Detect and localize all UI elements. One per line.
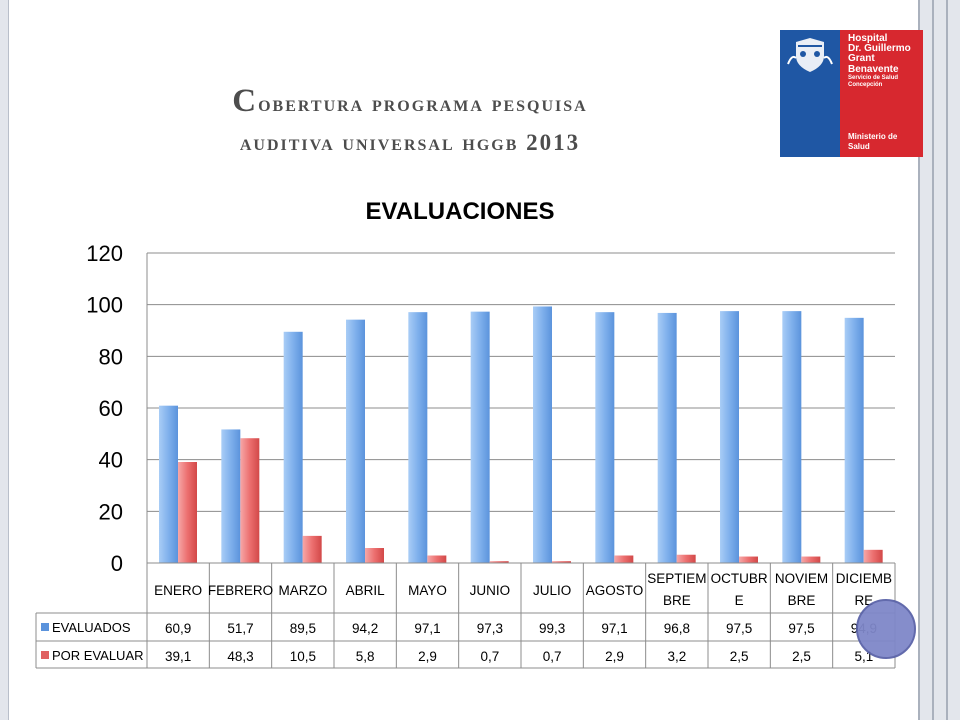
bar-evaluados [782,311,802,563]
bar-por-evaluar [240,438,260,563]
bar-por-evaluar [739,556,758,563]
data-label: 0,7 [480,649,499,664]
x-tick-label: MARZO [278,583,327,598]
data-label: 51,7 [227,621,253,636]
bar-por-evaluar [427,555,447,563]
logo-ministry-line: Ministerio de [848,132,898,141]
slide-title-line2: auditiva universal hggb 2013 [239,129,581,155]
x-tick-label: NOVIEM [775,571,828,586]
x-tick-label: MAYO [408,583,447,598]
logo-subline: Servicio de Salud [848,74,899,81]
data-label: 2,9 [418,649,437,664]
bar-por-evaluar [302,535,322,563]
bar-por-evaluar [614,555,634,563]
bar-por-evaluar [178,461,197,563]
data-label: 97,3 [477,621,503,636]
slide-title-line1: Cobertura programa pesquisa [60,78,760,126]
bar-evaluados [657,312,677,563]
bar-por-evaluar [552,561,571,563]
bar-evaluados [533,306,552,563]
y-tick-label: 0 [111,551,123,576]
x-tick-label: E [735,593,744,608]
data-label: 10,5 [290,649,316,664]
data-label: 97,5 [726,621,752,636]
data-label: 2,5 [730,649,749,664]
data-label: 60,9 [165,621,191,636]
logo-ministry-line: Salud [848,141,870,151]
logo-line: Dr. Guillermo [848,43,911,55]
legend-swatch [41,623,49,631]
x-tick-label: ABRIL [346,583,386,598]
frame-line [918,0,920,720]
logo-line: Grant [848,53,875,65]
title-rest: obertura programa pesquisa [258,91,588,116]
bar-por-evaluar [676,554,696,563]
x-tick-label: DICIEMB [836,571,892,586]
slide-title: Cobertura programa pesquisa auditiva uni… [60,78,760,159]
y-tick-label: 40 [99,448,123,473]
bar-por-evaluar [365,548,384,563]
bar-evaluados [720,311,739,563]
slide-frame-right [918,0,960,720]
data-label: 3,2 [667,649,686,664]
bar-por-evaluar [801,556,821,563]
data-label: 97,1 [601,621,627,636]
bar-evaluados [595,312,615,563]
frame-line [946,0,948,720]
hospital-logo: Hospital Dr. Guillermo Grant Benavente S… [780,30,923,157]
logo-subline: Concepción [848,81,883,88]
evaluaciones-chart: EVALUACIONES 0 20 40 60 80 100 120 ENERO FEBRERO M… [35,198,896,669]
data-label: 89,5 [290,621,316,636]
legend-swatch [41,651,49,659]
x-tick-label: ENERO [154,583,202,598]
bar-evaluados [408,312,428,563]
bar-por-evaluar [863,549,883,563]
x-tick-label: SEPTIEM [647,571,706,586]
x-tick-label: JUNIO [470,583,511,598]
logo-blue-panel [780,30,840,157]
bar-evaluados [283,331,303,563]
x-tick-label: BRE [788,593,816,608]
data-label: 5,8 [356,649,375,664]
data-label: 39,1 [165,649,191,664]
y-tick-label: 80 [99,344,123,369]
bar-evaluados [221,429,241,563]
y-tick-label: 20 [99,499,123,524]
data-label: 2,9 [605,649,624,664]
y-tick-label: 100 [86,293,123,318]
logo-line: Benavente [848,63,899,75]
bar-por-evaluar [489,561,509,563]
data-label: 48,3 [227,649,253,664]
bar-evaluados [844,317,864,563]
data-label: 94,2 [352,621,378,636]
slide-frame-left [0,0,9,720]
data-label: 0,7 [543,649,562,664]
y-tick-label: 60 [99,396,123,421]
frame-line [932,0,934,720]
logo-line: Hospital [848,33,888,44]
x-tick-label: JULIO [533,583,571,598]
x-tick-label: AGOSTO [586,583,644,598]
data-label: 97,1 [414,621,440,636]
x-tick-label: FEBRERO [208,583,273,598]
logo-red-panel [840,30,923,157]
logo-ministry: Ministerio de Salud [848,132,897,151]
x-tick-label: OCTUBR [711,571,768,586]
logo-hospital-name: Hospital Dr. Guillermo Grant Benavente S… [848,33,911,89]
legend-label: POR EVALUAR [52,648,144,663]
chart-title: EVALUACIONES [366,198,555,225]
data-label: 2,5 [792,649,811,664]
bar-evaluados [346,319,365,563]
bar-evaluados [470,311,490,563]
data-label: 99,3 [539,621,565,636]
bar-evaluados [159,405,178,563]
x-tick-label: BRE [663,593,691,608]
data-label: 97,5 [788,621,814,636]
decorative-circle [856,599,916,659]
title-initial: C [232,83,259,119]
data-label: 96,8 [664,621,690,636]
legend-label: EVALUADOS [52,620,131,635]
y-tick-label: 120 [86,241,123,266]
chile-crest-icon [787,38,833,72]
